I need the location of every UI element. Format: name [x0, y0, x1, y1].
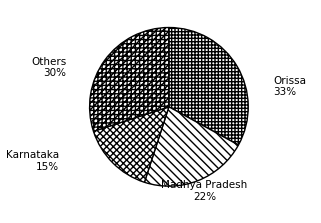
Text: Others
30%: Others 30% — [31, 57, 66, 78]
Wedge shape — [169, 27, 248, 145]
Wedge shape — [93, 107, 169, 182]
Wedge shape — [90, 27, 169, 131]
Text: Orissa
33%: Orissa 33% — [273, 76, 307, 97]
Text: Madhya Pradesh
22%: Madhya Pradesh 22% — [161, 180, 247, 202]
Text: Karnataka
15%: Karnataka 15% — [6, 150, 59, 172]
Wedge shape — [144, 107, 239, 186]
